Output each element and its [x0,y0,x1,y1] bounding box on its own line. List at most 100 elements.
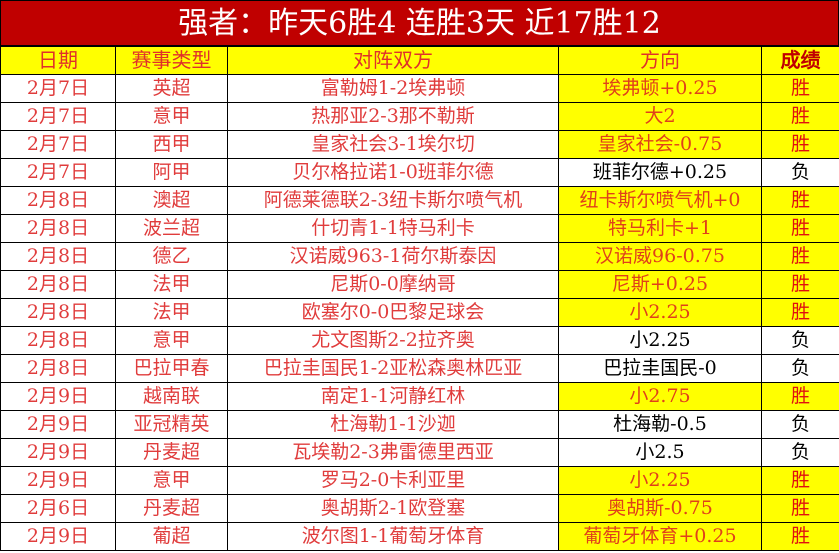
table-row: 2月9日 亚冠精英 杜海勒1-1沙迦 杜海勒-0.5 负 [0,410,839,439]
pick-cell: 小2.75 [558,382,762,411]
pick-cell: 特马利卡+1 [558,214,762,243]
match-cell: 皇家社会3-1埃尔切 [227,130,559,159]
match-cell: 富勒姆1-2埃弗顿 [227,74,559,103]
pick-cell: 班菲尔德+0.25 [558,158,762,187]
pick-cell: 巴拉圭国民-0 [558,354,762,383]
result-cell: 胜 [761,214,839,243]
league-cell: 法甲 [115,298,228,327]
league-cell: 亚冠精英 [115,410,228,439]
date-cell: 2月9日 [0,438,116,467]
pick-cell: 杜海勒-0.5 [558,410,762,439]
table-row: 2月7日 意甲 热那亚2-3那不勒斯 大2 胜 [0,102,839,131]
result-cell: 胜 [761,298,839,327]
pick-cell: 小2.25 [558,326,762,355]
match-cell: 尼斯0-0摩纳哥 [227,270,559,299]
header-pick: 方向 [558,46,762,75]
league-cell: 波兰超 [115,214,228,243]
league-cell: 法甲 [115,270,228,299]
league-cell: 巴拉甲春 [115,354,228,383]
result-cell: 胜 [761,522,839,551]
match-cell: 热那亚2-3那不勒斯 [227,102,559,131]
date-cell: 2月7日 [0,158,116,187]
match-cell: 波尔图1-1葡萄牙体育 [227,522,559,551]
results-table: 日期 赛事类型 对阵双方 方向 成绩 2月7日 英超 富勒姆1-2埃弗顿 埃弗顿+0.… [0,46,839,551]
table-row: 2月8日 巴拉甲春 巴拉圭国民1-2亚松森奥林匹亚 巴拉圭国民-0 负 [0,354,839,383]
pick-cell: 汉诺威96-0.75 [558,242,762,271]
table-row: 2月8日 意甲 尤文图斯2-2拉齐奥 小2.25 负 [0,326,839,355]
match-cell: 杜海勒1-1沙迦 [227,410,559,439]
match-cell: 尤文图斯2-2拉齐奥 [227,326,559,355]
table-row: 2月8日 德乙 汉诺威963-1荷尔斯泰因 汉诺威96-0.75 胜 [0,242,839,271]
league-cell: 阿甲 [115,158,228,187]
league-cell: 葡超 [115,522,228,551]
result-cell: 胜 [761,382,839,411]
result-cell: 胜 [761,130,839,159]
result-cell: 负 [761,354,839,383]
date-cell: 2月9日 [0,410,116,439]
date-cell: 2月9日 [0,466,116,495]
pick-cell: 大2 [558,102,762,131]
date-cell: 2月7日 [0,130,116,159]
match-cell: 阿德莱德联2-3纽卡斯尔喷气机 [227,186,559,215]
date-cell: 2月7日 [0,102,116,131]
result-cell: 胜 [761,186,839,215]
result-cell: 胜 [761,494,839,523]
league-cell: 意甲 [115,102,228,131]
result-cell: 胜 [761,270,839,299]
page-title: 强者：昨天6胜4 连胜3天 近17胜12 [0,0,839,46]
pick-cell: 小2.25 [558,466,762,495]
table-header: 日期 赛事类型 对阵双方 方向 成绩 [0,46,839,75]
match-cell: 巴拉圭国民1-2亚松森奥林匹亚 [227,354,559,383]
match-cell: 什切青1-1特马利卡 [227,214,559,243]
pick-cell: 尼斯+0.25 [558,270,762,299]
table-row: 2月7日 英超 富勒姆1-2埃弗顿 埃弗顿+0.25 胜 [0,74,839,103]
date-cell: 2月9日 [0,382,116,411]
result-cell: 负 [761,410,839,439]
result-cell: 胜 [761,242,839,271]
match-cell: 南定1-1河静红林 [227,382,559,411]
league-cell: 英超 [115,74,228,103]
pick-cell: 葡萄牙体育+0.25 [558,522,762,551]
header-date: 日期 [0,46,116,75]
match-cell: 瓦埃勒2-3弗雷德里西亚 [227,438,559,467]
table-row: 2月8日 法甲 尼斯0-0摩纳哥 尼斯+0.25 胜 [0,270,839,299]
league-cell: 澳超 [115,186,228,215]
pick-cell: 纽卡斯尔喷气机+0 [558,186,762,215]
table-row: 2月9日 葡超 波尔图1-1葡萄牙体育 葡萄牙体育+0.25 胜 [0,522,839,551]
table-row: 2月6日 丹麦超 奥胡斯2-1欧登塞 奥胡斯-0.75 胜 [0,494,839,523]
match-cell: 罗马2-0卡利亚里 [227,466,559,495]
match-cell: 贝尔格拉诺1-0班菲尔德 [227,158,559,187]
table-row: 2月8日 澳超 阿德莱德联2-3纽卡斯尔喷气机 纽卡斯尔喷气机+0 胜 [0,186,839,215]
league-cell: 西甲 [115,130,228,159]
result-cell: 胜 [761,466,839,495]
header-league: 赛事类型 [115,46,228,75]
league-cell: 丹麦超 [115,438,228,467]
league-cell: 越南联 [115,382,228,411]
league-cell: 丹麦超 [115,494,228,523]
pick-cell: 小2.5 [558,438,762,467]
result-cell: 负 [761,326,839,355]
pick-cell: 皇家社会-0.75 [558,130,762,159]
date-cell: 2月8日 [0,354,116,383]
date-cell: 2月8日 [0,214,116,243]
table-row: 2月8日 波兰超 什切青1-1特马利卡 特马利卡+1 胜 [0,214,839,243]
date-cell: 2月8日 [0,298,116,327]
league-cell: 意甲 [115,466,228,495]
match-cell: 奥胡斯2-1欧登塞 [227,494,559,523]
result-cell: 负 [761,158,839,187]
table-row: 2月7日 阿甲 贝尔格拉诺1-0班菲尔德 班菲尔德+0.25 负 [0,158,839,187]
result-cell: 负 [761,438,839,467]
date-cell: 2月8日 [0,326,116,355]
header-match: 对阵双方 [227,46,559,75]
match-cell: 汉诺威963-1荷尔斯泰因 [227,242,559,271]
result-cell: 胜 [761,102,839,131]
table-row: 2月8日 法甲 欧塞尔0-0巴黎足球会 小2.25 胜 [0,298,839,327]
date-cell: 2月8日 [0,242,116,271]
pick-cell: 小2.25 [558,298,762,327]
header-result: 成绩 [761,46,839,75]
league-cell: 德乙 [115,242,228,271]
date-cell: 2月8日 [0,186,116,215]
result-cell: 胜 [761,74,839,103]
table-row: 2月7日 西甲 皇家社会3-1埃尔切 皇家社会-0.75 胜 [0,130,839,159]
match-cell: 欧塞尔0-0巴黎足球会 [227,298,559,327]
